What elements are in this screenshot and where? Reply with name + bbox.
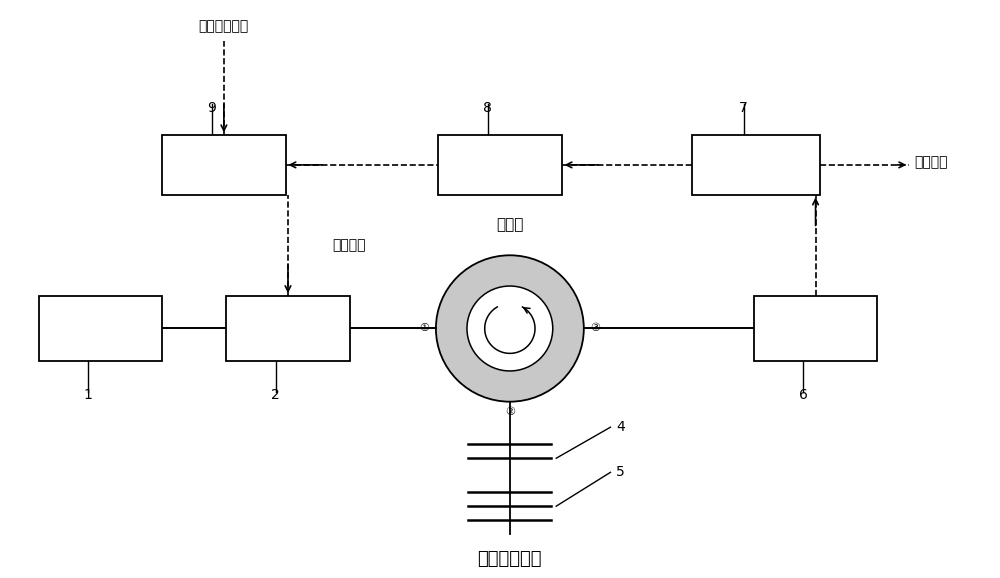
- Text: 7: 7: [739, 101, 748, 116]
- FancyBboxPatch shape: [754, 296, 877, 361]
- Text: 9: 9: [207, 101, 216, 116]
- Text: 环形器: 环形器: [496, 217, 524, 232]
- Text: ①: ①: [419, 324, 429, 334]
- Text: 射频输出: 射频输出: [914, 155, 948, 169]
- Text: 2: 2: [271, 388, 280, 402]
- Text: 射频输入: 射频输入: [332, 238, 366, 252]
- Text: 6: 6: [799, 388, 808, 402]
- FancyBboxPatch shape: [226, 296, 350, 361]
- Text: 相位调制器: 相位调制器: [265, 321, 311, 336]
- Ellipse shape: [467, 286, 553, 371]
- FancyBboxPatch shape: [438, 135, 562, 195]
- Text: 相移光纤光栅: 相移光纤光栅: [478, 550, 542, 568]
- Text: 5: 5: [616, 465, 625, 479]
- FancyBboxPatch shape: [162, 135, 286, 195]
- Text: ③: ③: [591, 324, 601, 334]
- Text: 外部射频输入: 外部射频输入: [199, 20, 249, 34]
- Text: 可调谐光源: 可调谐光源: [78, 321, 123, 336]
- Text: 射频放大器: 射频放大器: [477, 157, 523, 172]
- Text: 1: 1: [84, 388, 93, 402]
- Text: 8: 8: [483, 101, 492, 116]
- Text: 光电探测器: 光电探测器: [793, 321, 838, 336]
- Ellipse shape: [436, 255, 584, 402]
- Text: ②: ②: [505, 407, 515, 417]
- Text: 4: 4: [616, 420, 625, 434]
- FancyBboxPatch shape: [692, 135, 820, 195]
- FancyBboxPatch shape: [39, 296, 162, 361]
- Text: 射频耦合器: 射频耦合器: [201, 157, 247, 172]
- Text: 射频功分器: 射频功分器: [734, 157, 779, 172]
